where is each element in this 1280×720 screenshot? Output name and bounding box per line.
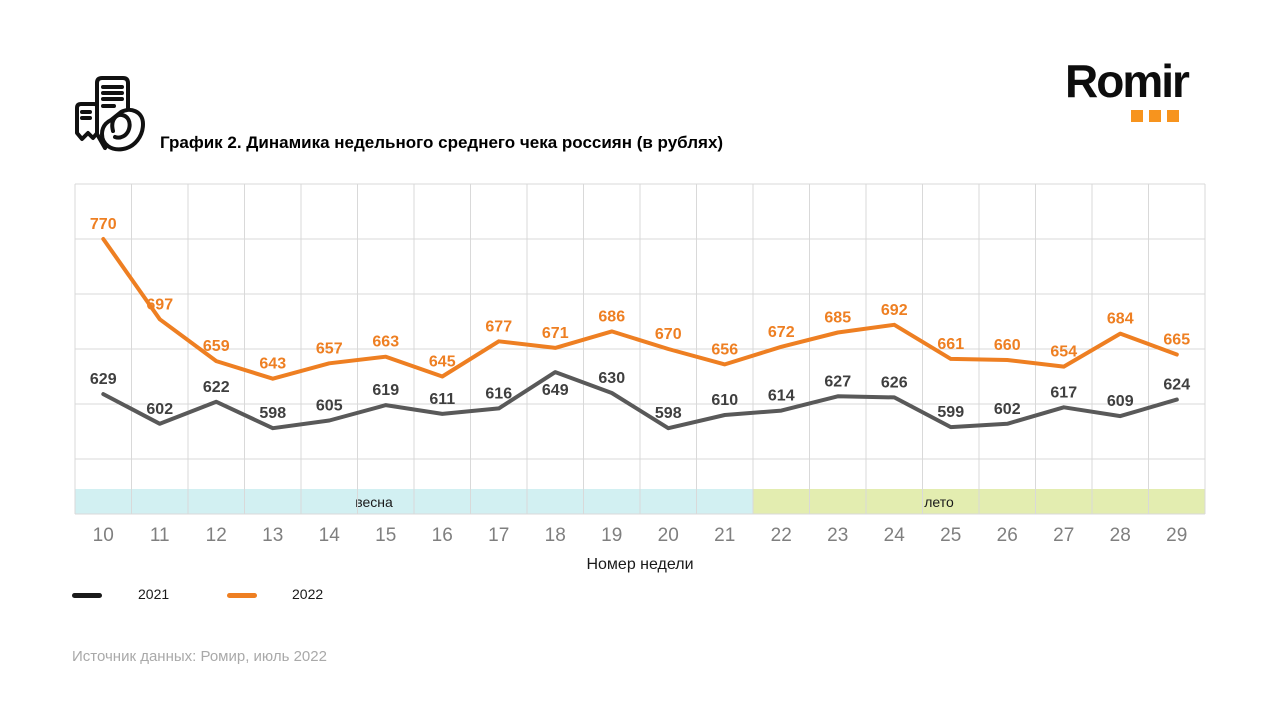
- data-label-2021: 617: [1050, 384, 1077, 401]
- x-axis-title: Номер недели: [586, 556, 693, 573]
- x-tick-label: 13: [262, 525, 283, 546]
- series-line-2021: [101, 370, 1179, 431]
- data-label-2022: 770: [90, 216, 117, 233]
- legend-label-2021: 2021: [138, 586, 170, 602]
- data-label-2022: 692: [881, 302, 908, 319]
- x-tick-label: 24: [884, 525, 906, 546]
- data-label-2021: 605: [316, 398, 343, 415]
- data-label-2022: 645: [429, 354, 456, 371]
- data-label-2022: 665: [1163, 332, 1190, 349]
- season-band-label: весна: [355, 494, 393, 510]
- data-label-2022: 677: [485, 318, 512, 335]
- data-label-2021: 602: [146, 401, 173, 418]
- legend-label-2022: 2022: [292, 586, 324, 602]
- data-label-2021: 630: [598, 370, 625, 387]
- data-label-2021: 649: [542, 382, 569, 399]
- data-label-2022: 671: [542, 325, 569, 342]
- legend-swatch-2021: [72, 593, 102, 598]
- legend-swatch-2022: [227, 593, 257, 598]
- x-tick-label: 23: [827, 525, 848, 546]
- data-label-2021: 622: [203, 379, 230, 396]
- data-label-2021: 614: [768, 388, 795, 405]
- x-tick-label: 28: [1110, 525, 1131, 546]
- data-label-2022: 660: [994, 337, 1021, 354]
- receipt-in-hand-icon-svg: [75, 76, 145, 152]
- data-label-2022: 663: [372, 334, 399, 351]
- romir-logo: Romir: [1065, 55, 1190, 107]
- data-label-2021: 619: [372, 382, 399, 399]
- x-tick-label: 12: [206, 525, 227, 546]
- data-label-2022: 684: [1107, 311, 1134, 328]
- data-label-2022: 685: [824, 310, 851, 327]
- data-source-note: Источник данных: Ромир, июль 2022: [72, 648, 327, 665]
- logo-dot: [1131, 110, 1143, 122]
- x-tick-label: 25: [940, 525, 961, 546]
- data-label-2021: 624: [1163, 377, 1190, 394]
- x-tick-label: 27: [1053, 525, 1074, 546]
- x-tick-label: 17: [488, 525, 509, 546]
- data-label-2021: 609: [1107, 393, 1134, 410]
- logo-dot: [1149, 110, 1161, 122]
- x-tick-label: 18: [545, 525, 566, 546]
- season-band-label: лето: [924, 494, 954, 510]
- data-label-2022: 670: [655, 326, 682, 343]
- data-label-2022: 672: [768, 324, 795, 341]
- x-tick-label: 16: [432, 525, 453, 546]
- x-tick-label: 19: [601, 525, 622, 546]
- x-tick-label: 15: [375, 525, 396, 546]
- x-tick-label: 29: [1166, 525, 1187, 546]
- x-tick-label: 10: [93, 525, 114, 546]
- data-label-2021: 616: [485, 385, 512, 402]
- line-chart: весна лето 10 11 12 13 14 15 16 17 18 19 20 21 22 23 24 2…: [74, 183, 1206, 573]
- data-label-2021: 602: [994, 401, 1021, 418]
- data-label-2022: 657: [316, 340, 343, 357]
- data-label-2022: 697: [146, 296, 173, 313]
- data-label-2021: 627: [824, 373, 851, 390]
- series-line-2022: [101, 237, 1179, 381]
- page-title: График 2. Динамика недельного среднего ч…: [160, 133, 724, 152]
- x-tick-label: 20: [658, 525, 679, 546]
- data-label-2022: 661: [937, 336, 964, 353]
- x-tick-label: 26: [997, 525, 1018, 546]
- receipt-in-hand-icon: [64, 68, 156, 160]
- x-tick-label: 14: [319, 525, 341, 546]
- data-label-2021: 598: [655, 405, 682, 422]
- x-tick-label: 11: [150, 525, 170, 546]
- x-tick-label: 22: [771, 525, 792, 546]
- data-label-2022: 656: [711, 341, 738, 358]
- data-label-2021: 626: [881, 374, 908, 391]
- data-label-2021: 599: [937, 404, 964, 421]
- data-label-2021: 629: [90, 371, 117, 388]
- data-label-2022: 659: [203, 338, 230, 355]
- logo-dot: [1167, 110, 1179, 122]
- romir-logo-dots: [1131, 110, 1179, 122]
- data-label-2021: 610: [711, 392, 738, 409]
- data-label-2022: 654: [1050, 344, 1077, 361]
- data-label-2022: 686: [598, 308, 625, 325]
- data-label-2022: 643: [259, 356, 286, 373]
- data-label-2021: 598: [259, 405, 286, 422]
- x-tick-label: 21: [714, 525, 735, 546]
- data-label-2021: 611: [429, 391, 455, 408]
